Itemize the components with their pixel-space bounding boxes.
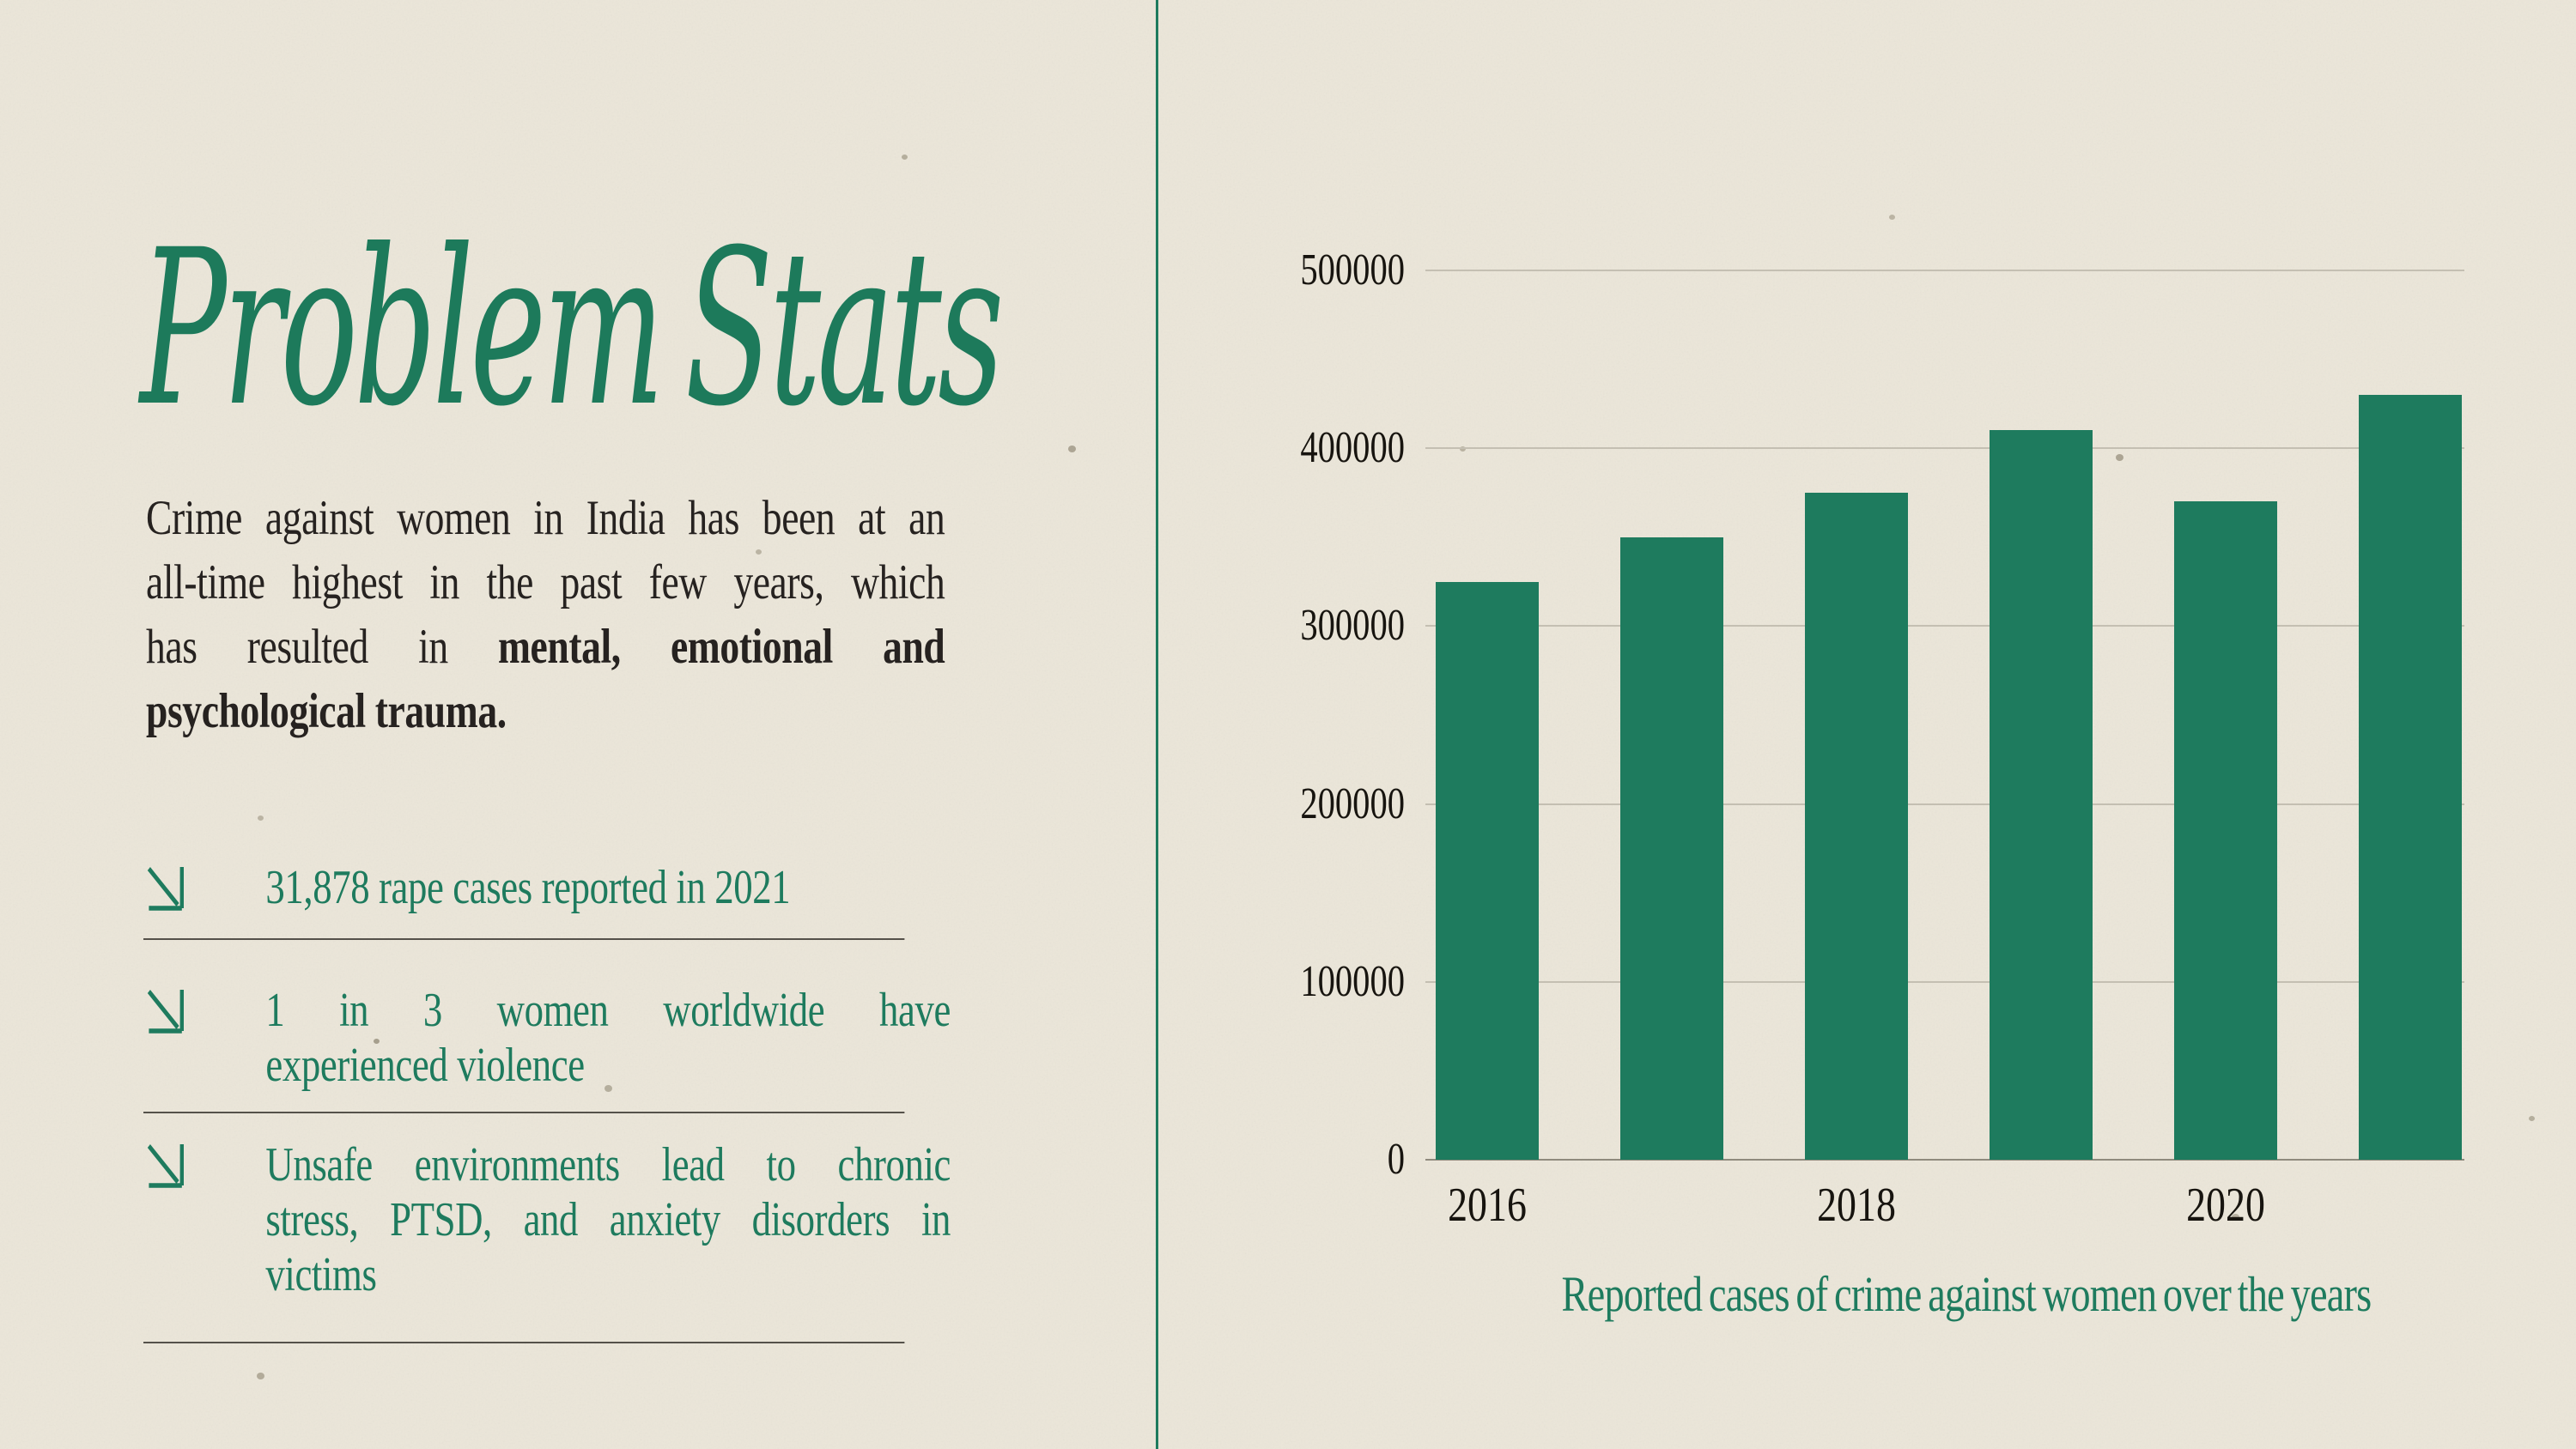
bullet-divider xyxy=(143,1342,905,1343)
arrow-down-right-icon xyxy=(147,867,185,911)
intro-paragraph: Crime against women in India has been at… xyxy=(146,486,945,743)
bar-2016 xyxy=(1436,581,1539,1160)
chart-caption: Reported cases of crime against women ov… xyxy=(1561,1266,2372,1322)
x-tick-label-2020: 2020 xyxy=(2186,1179,2265,1232)
gridline-100000 xyxy=(1425,980,2464,983)
bullet-text: Unsafe environments lead to chronic xyxy=(265,1138,951,1191)
bar-2018 xyxy=(1805,493,1908,1160)
bullet-text: stress, PTSD, and anxiety disorders in xyxy=(265,1193,951,1246)
intro-text: has resulted in xyxy=(146,620,498,674)
vertical-divider xyxy=(1156,0,1158,1449)
bar-2021 xyxy=(2359,395,2462,1160)
x-tick-label-2018: 2018 xyxy=(1817,1179,1896,1232)
intro-line: all-time highest in the past few years, … xyxy=(146,550,945,615)
y-tick-label-300000: 300000 xyxy=(1300,601,1405,651)
y-tick-label-400000: 400000 xyxy=(1300,423,1405,473)
y-axis-labels: 0 100000 200000 300000 400000 500000 xyxy=(1116,248,1405,1182)
x-axis-line xyxy=(1425,1159,2464,1161)
bullet-text: 31,878 rape cases reported in 2021 xyxy=(265,861,791,914)
x-tick-label-2016: 2016 xyxy=(1448,1179,1527,1232)
chart-plot xyxy=(1425,270,2464,1161)
gridline-400000 xyxy=(1425,447,2464,450)
intro-text: Crime against women in India has been at… xyxy=(146,491,945,545)
arrow-down-right-icon xyxy=(147,990,185,1034)
bar-2017 xyxy=(1620,537,1723,1160)
bullet-row: Unsafe environments lead to chronic stre… xyxy=(143,1113,951,1342)
intro-text: all-time highest in the past few years, … xyxy=(146,555,945,609)
paper-flecks xyxy=(374,1039,380,1044)
page-title: Problem Stats xyxy=(140,203,1004,453)
bullet-list: 31,878 rape cases reported in 2021 1 in … xyxy=(143,848,951,1343)
gridline-500000 xyxy=(1425,270,2464,271)
gridline-300000 xyxy=(1425,625,2464,627)
bar-2020 xyxy=(2174,501,2277,1160)
gridline-200000 xyxy=(1425,803,2464,805)
intro-line: has resulted in mental, emotional and xyxy=(146,615,945,679)
y-tick-label-200000: 200000 xyxy=(1300,779,1405,828)
bullet-text: experienced violence xyxy=(265,1039,585,1092)
arrow-down-right-icon xyxy=(147,1144,185,1188)
y-tick-label-500000: 500000 xyxy=(1300,246,1405,294)
bullet-text: victims xyxy=(265,1248,377,1301)
intro-text-bold: mental, emotional and xyxy=(497,620,945,674)
x-axis-labels: 2016 2018 2020 xyxy=(1425,1178,2464,1238)
intro-line: psychological trauma. xyxy=(146,679,945,743)
y-tick-label-0: 0 xyxy=(1387,1135,1405,1184)
intro-text-bold: psychological trauma. xyxy=(146,684,507,738)
bar-2019 xyxy=(1990,430,2093,1160)
bullet-divider xyxy=(143,1112,905,1113)
bullet-row: 31,878 rape cases reported in 2021 xyxy=(143,848,951,938)
intro-line: Crime against women in India has been at… xyxy=(146,486,945,550)
bullet-divider xyxy=(143,938,905,940)
bullet-row: 1 in 3 women worldwide have experienced … xyxy=(143,940,951,1112)
y-tick-label-100000: 100000 xyxy=(1300,956,1405,1006)
bullet-text: 1 in 3 women worldwide have xyxy=(265,984,951,1037)
